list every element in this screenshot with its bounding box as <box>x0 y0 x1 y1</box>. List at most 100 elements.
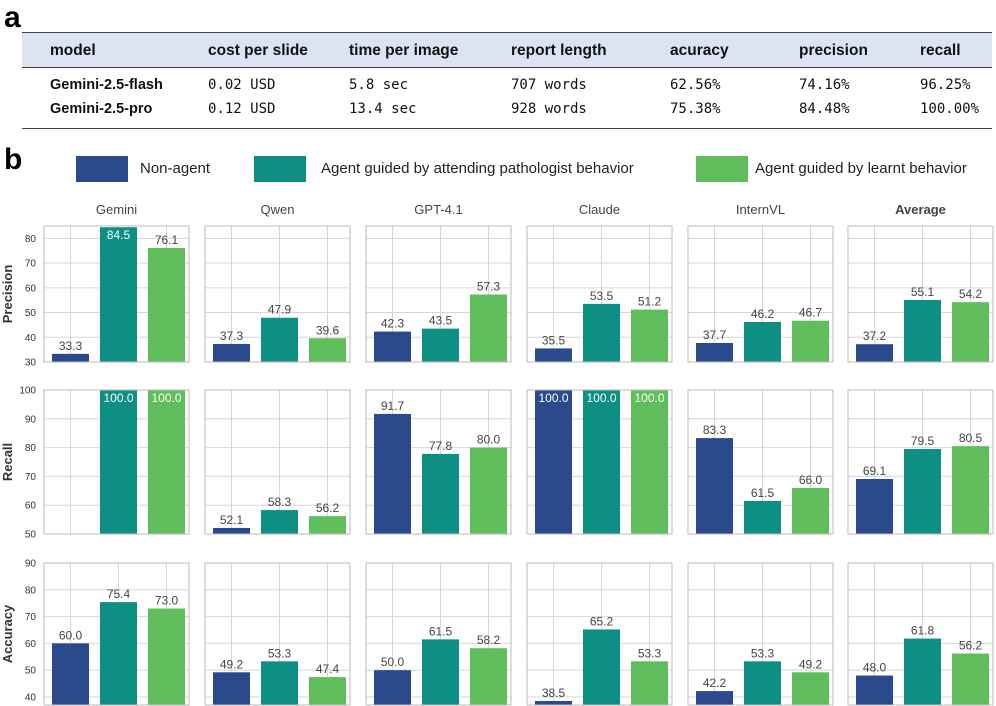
legend-label-learnt: Agent guided by learnt behavior <box>755 160 967 177</box>
data-label: 42.2 <box>703 676 727 690</box>
bar-precision-qwen-2 <box>309 338 346 362</box>
data-label: 53.5 <box>590 289 614 303</box>
data-label: 43.5 <box>429 314 453 328</box>
header-cost: cost per slide <box>208 42 308 59</box>
column-title-qwen: Qwen <box>261 202 295 217</box>
column-title-average: Average <box>895 202 946 217</box>
row-cost: 0.12 USD <box>208 101 276 117</box>
row-precision: 74.16% <box>799 77 850 93</box>
legend-label-non-agent: Non-agent <box>140 160 211 177</box>
data-label: 37.3 <box>220 329 244 343</box>
bar-accuracy-gpt-4-1-2 <box>470 648 507 705</box>
bar-recall-average-0 <box>856 478 893 534</box>
bar-recall-qwen-1 <box>261 510 298 534</box>
data-label: 100.0 <box>586 391 616 405</box>
bar-recall-internvl-1 <box>744 500 781 534</box>
data-label: 53.3 <box>751 646 775 660</box>
bar-precision-qwen-0 <box>213 343 250 362</box>
subplot-frame <box>204 562 351 706</box>
data-label: 39.6 <box>316 323 340 337</box>
subplot-frame <box>687 225 834 363</box>
row-time: 5.8 sec <box>349 77 409 93</box>
legend-swatch-non-agent <box>76 156 128 182</box>
column-title-gpt-4-1: GPT-4.1 <box>414 202 462 217</box>
data-label: 56.2 <box>316 501 340 515</box>
data-label: 66.0 <box>799 473 823 487</box>
column-title-gemini: Gemini <box>96 202 137 217</box>
data-label: 47.9 <box>268 303 292 317</box>
data-label: 47.4 <box>316 662 340 676</box>
column-title-claude: Claude <box>579 202 620 217</box>
bar-accuracy-qwen-2 <box>309 677 346 705</box>
bar-accuracy-gpt-4-1-1 <box>422 639 459 705</box>
subplot-frame <box>365 389 512 535</box>
y-tick-label: 30 <box>25 358 37 369</box>
bar-accuracy-claude-2 <box>631 661 668 705</box>
y-tick-label: 80 <box>25 234 37 245</box>
y-tick-label: 40 <box>25 333 37 344</box>
data-label: 37.2 <box>863 329 887 343</box>
header-accuracy: acuracy <box>670 42 729 59</box>
bar-recall-gemini-2 <box>148 390 185 534</box>
bar-precision-gpt-4-1-0 <box>374 331 411 362</box>
y-tick-label: 100 <box>19 386 36 397</box>
bar-accuracy-gpt-4-1-0 <box>374 670 411 705</box>
ylabel-accuracy: Accuracy <box>0 604 15 663</box>
y-tick-label: 70 <box>25 259 37 270</box>
data-label: 58.2 <box>477 633 501 647</box>
subplot-frame <box>204 225 351 363</box>
subplot-frame <box>43 225 190 363</box>
bar-recall-qwen-0 <box>213 527 250 534</box>
bar-recall-gemini-1 <box>100 390 137 534</box>
subplot-frame <box>687 562 834 706</box>
y-tick-label: 40 <box>25 692 37 703</box>
table-bottom-rule <box>22 128 992 129</box>
panel-label-a: a <box>4 1 21 34</box>
bar-recall-gpt-4-1-0 <box>374 413 411 534</box>
row-precision: 84.48% <box>799 101 850 117</box>
bar-accuracy-gemini-1 <box>100 602 137 705</box>
subplot-frame <box>847 562 994 706</box>
table-header-row: model cost per slide time per image repo… <box>22 32 992 68</box>
row-cost: 0.02 USD <box>208 77 276 93</box>
data-label: 48.0 <box>863 661 887 675</box>
data-label: 57.3 <box>477 279 501 293</box>
bar-precision-gpt-4-1-2 <box>470 294 507 362</box>
data-label: 33.3 <box>59 339 83 353</box>
bar-recall-gpt-4-1-2 <box>470 447 507 534</box>
bar-recall-claude-1 <box>583 390 620 534</box>
row-accuracy: 75.38% <box>670 101 721 117</box>
bar-precision-claude-0 <box>535 348 572 362</box>
bar-precision-average-0 <box>856 344 893 362</box>
bar-recall-gpt-4-1-1 <box>422 453 459 534</box>
bar-precision-gpt-4-1-1 <box>422 328 459 362</box>
data-label: 91.7 <box>381 399 405 413</box>
data-label: 46.7 <box>799 306 823 320</box>
subplot-frame <box>43 562 190 706</box>
data-label: 38.5 <box>542 686 566 700</box>
bar-recall-qwen-2 <box>309 516 346 534</box>
legend-swatch-attending <box>254 156 306 182</box>
data-label: 76.1 <box>155 233 179 247</box>
bar-precision-claude-1 <box>583 303 620 362</box>
y-tick-label: 70 <box>25 472 37 483</box>
bar-recall-internvl-2 <box>792 487 829 534</box>
bar-accuracy-qwen-0 <box>213 672 250 705</box>
y-tick-label: 70 <box>25 612 37 623</box>
data-label: 50.0 <box>381 655 405 669</box>
chart-legend: Non-agent Agent guided by attending path… <box>0 150 996 190</box>
data-label: 37.7 <box>703 328 727 342</box>
bar-recall-claude-0 <box>535 390 572 534</box>
header-length: report length <box>511 42 607 59</box>
bar-precision-internvl-0 <box>696 342 733 362</box>
panel-label-b: b <box>4 143 23 176</box>
bar-precision-gemini-0 <box>52 353 89 362</box>
legend-swatch-learnt <box>696 156 748 182</box>
row-time: 13.4 sec <box>349 101 417 117</box>
data-label: 61.5 <box>429 624 453 638</box>
subplot-frame <box>847 389 994 535</box>
y-tick-label: 50 <box>25 666 37 677</box>
data-label: 55.1 <box>911 285 935 299</box>
y-tick-label: 90 <box>25 559 37 570</box>
